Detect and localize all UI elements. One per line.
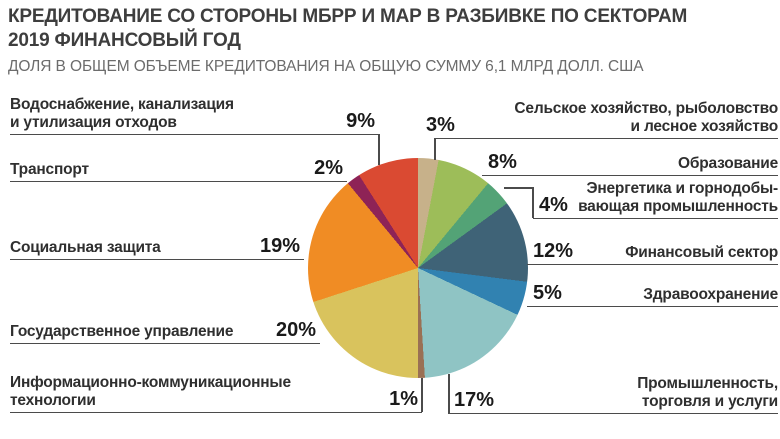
label-ict: Информационно-коммуникационные технологи… <box>10 372 422 413</box>
label-agriculture: 3% Сельское хозяйство, рыболовство и лес… <box>426 96 778 139</box>
label-industry-trade-services: 17% Промышленность, торговля и услуги <box>448 373 778 414</box>
connector-energy-vertical <box>532 187 534 218</box>
sector-name: Сельское хозяйство, рыболовство и лесное… <box>514 100 778 135</box>
sector-name: Государственное управление <box>10 323 234 340</box>
sector-name: Информационно-коммуникационные технологи… <box>10 374 291 409</box>
label-water-sanitation: Водоснабжение, канализация и утилизация … <box>10 95 379 135</box>
sector-name: Промышленность, торговля и услуги <box>637 375 778 410</box>
pie-chart <box>308 158 528 378</box>
sector-name: Водоснабжение, канализация и утилизация … <box>10 96 234 131</box>
sector-percent: 5% <box>533 282 562 304</box>
sector-name: Энергетика и горнодобы- вающая промышлен… <box>578 180 778 215</box>
sector-percent: 1% <box>389 388 418 410</box>
label-education: 8% Образование <box>482 150 778 176</box>
label-health: 5% Здравоохранение <box>527 281 778 307</box>
sector-percent: 12% <box>533 240 574 262</box>
chart-subtitle: ДОЛЯ В ОБЩЕМ ОБЪЕМЕ КРЕДИТОВАНИЯ НА ОБЩУ… <box>8 58 644 75</box>
chart-title: КРЕДИТОВАНИЕ СО СТОРОНЫ МБРР И МАР В РАЗ… <box>8 5 772 53</box>
label-social-protection: Социальная защита 19% <box>10 234 304 260</box>
chart-title-line1: КРЕДИТОВАНИЕ СО СТОРОНЫ МБРР И МАР В РАЗ… <box>8 6 688 27</box>
sector-name: Транспорт <box>10 161 89 178</box>
sector-name: Образование <box>678 155 778 172</box>
label-transport: Транспорт 2% <box>10 156 347 182</box>
sector-name: Социальная защита <box>10 239 161 256</box>
sector-name: Здравоохранение <box>643 286 778 303</box>
connector-ict <box>421 378 423 412</box>
sector-percent: 20% <box>275 319 316 341</box>
label-public-administration: Государственное управление 20% <box>10 318 320 344</box>
label-energy-mining: 4% Энергетика и горнодобы- вающая промыш… <box>533 179 778 219</box>
sector-percent: 17% <box>454 389 495 411</box>
sector-percent: 4% <box>539 194 568 216</box>
sector-name: Финансовый сектор <box>625 244 778 261</box>
sector-percent: 2% <box>314 157 343 179</box>
connector-water <box>378 134 380 165</box>
sector-percent: 19% <box>259 235 300 257</box>
chart-title-line2: 2019 ФИНАНСОВЫЙ ГОД <box>8 30 241 51</box>
connector-energy-horizontal <box>504 187 533 189</box>
connector-industry <box>448 374 450 413</box>
sector-percent: 9% <box>346 110 375 132</box>
label-financial-sector: 12% Финансовый сектор <box>527 239 778 265</box>
connector-agriculture <box>434 138 436 160</box>
sector-percent: 3% <box>426 114 455 136</box>
sector-percent: 8% <box>488 151 517 173</box>
